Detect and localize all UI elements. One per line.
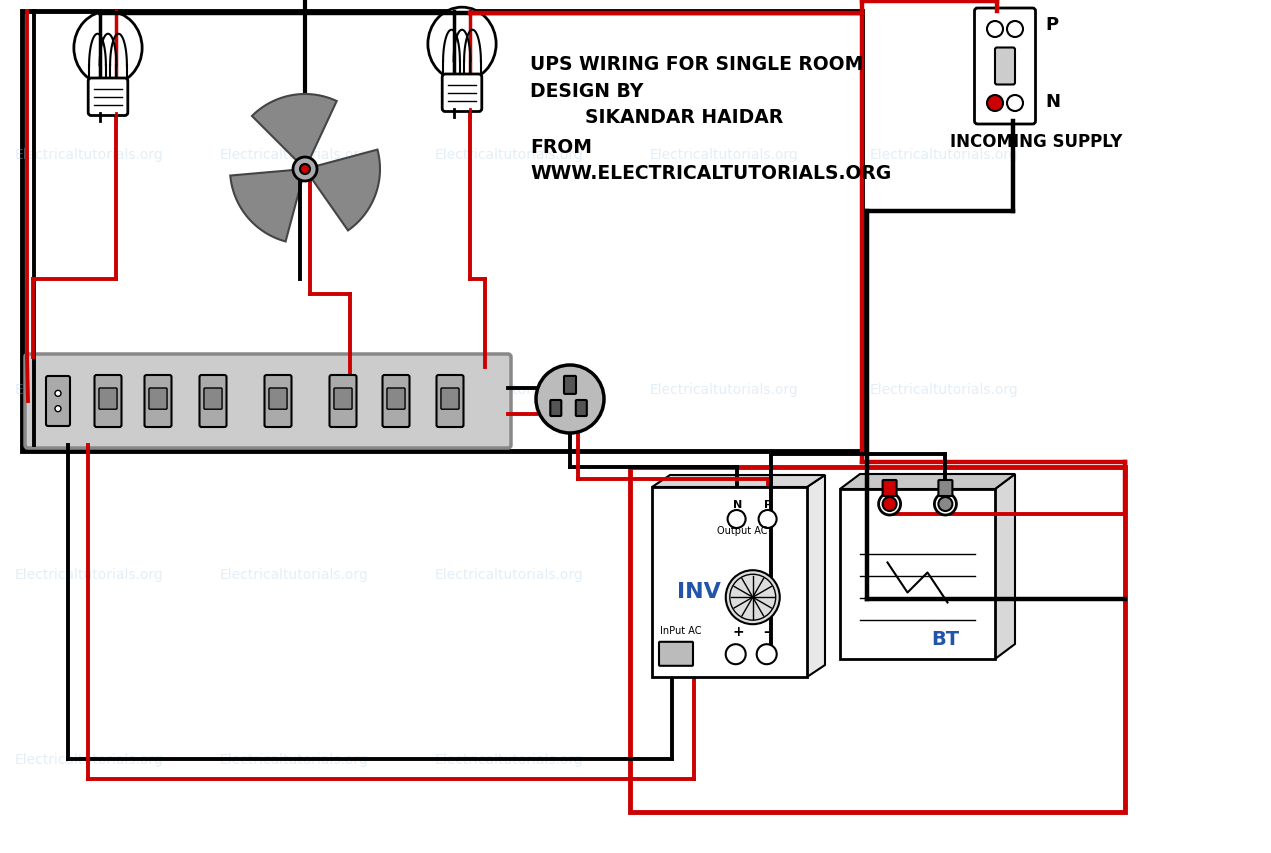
Circle shape xyxy=(878,493,901,515)
Circle shape xyxy=(988,96,1003,112)
Bar xyxy=(652,487,807,677)
Text: Electricaltutorials.org: Electricaltutorials.org xyxy=(649,752,798,766)
Polygon shape xyxy=(230,171,302,242)
FancyBboxPatch shape xyxy=(550,401,562,416)
FancyBboxPatch shape xyxy=(436,375,464,427)
Circle shape xyxy=(55,406,61,412)
FancyBboxPatch shape xyxy=(564,376,576,394)
Circle shape xyxy=(756,645,777,664)
FancyBboxPatch shape xyxy=(334,389,352,409)
Polygon shape xyxy=(311,150,380,231)
Text: Electricaltutorials.org: Electricaltutorials.org xyxy=(15,752,164,766)
FancyBboxPatch shape xyxy=(46,376,70,426)
Text: Electricaltutorials.org: Electricaltutorials.org xyxy=(15,148,164,162)
Text: Electricaltutorials.org: Electricaltutorials.org xyxy=(435,148,583,162)
FancyBboxPatch shape xyxy=(88,79,128,116)
Circle shape xyxy=(726,571,779,624)
FancyBboxPatch shape xyxy=(329,375,356,427)
Text: DESIGN BY: DESIGN BY xyxy=(530,82,643,101)
FancyBboxPatch shape xyxy=(25,355,511,449)
FancyBboxPatch shape xyxy=(203,389,222,409)
Text: FROM: FROM xyxy=(530,138,592,157)
FancyBboxPatch shape xyxy=(149,389,167,409)
Circle shape xyxy=(55,391,61,397)
Text: Electricaltutorials.org: Electricaltutorials.org xyxy=(871,148,1019,162)
Circle shape xyxy=(1007,22,1023,38)
Polygon shape xyxy=(840,474,1016,490)
Text: Electricaltutorials.org: Electricaltutorials.org xyxy=(649,567,798,581)
Circle shape xyxy=(1007,96,1023,112)
Polygon shape xyxy=(652,475,825,487)
Text: Electricaltutorials.org: Electricaltutorials.org xyxy=(649,148,798,162)
Text: Electricaltutorials.org: Electricaltutorials.org xyxy=(220,567,369,581)
Text: Electricaltutorials.org: Electricaltutorials.org xyxy=(871,382,1019,397)
Bar xyxy=(22,12,862,451)
Circle shape xyxy=(938,497,952,512)
Text: P: P xyxy=(1045,16,1059,34)
Circle shape xyxy=(536,366,604,433)
Text: UPS WIRING FOR SINGLE ROOM: UPS WIRING FOR SINGLE ROOM xyxy=(530,55,863,74)
Text: P: P xyxy=(764,499,771,509)
FancyBboxPatch shape xyxy=(441,389,459,409)
Text: Electricaltutorials.org: Electricaltutorials.org xyxy=(220,752,369,766)
Polygon shape xyxy=(995,474,1016,659)
Circle shape xyxy=(726,645,746,664)
Text: N: N xyxy=(732,499,742,509)
Circle shape xyxy=(759,510,777,528)
FancyBboxPatch shape xyxy=(386,389,405,409)
Text: Electricaltutorials.org: Electricaltutorials.org xyxy=(220,382,369,397)
Text: Electricaltutorials.org: Electricaltutorials.org xyxy=(15,567,164,581)
Text: Electricaltutorials.org: Electricaltutorials.org xyxy=(15,382,164,397)
Text: BT: BT xyxy=(932,630,960,648)
Text: SIKANDAR HAIDAR: SIKANDAR HAIDAR xyxy=(585,107,783,127)
FancyBboxPatch shape xyxy=(264,375,291,427)
Text: -: - xyxy=(764,624,769,638)
Bar xyxy=(840,490,995,659)
FancyBboxPatch shape xyxy=(938,480,952,496)
FancyBboxPatch shape xyxy=(442,75,482,113)
Circle shape xyxy=(882,497,896,512)
Text: INV: INV xyxy=(677,582,721,602)
FancyBboxPatch shape xyxy=(269,389,287,409)
Circle shape xyxy=(727,510,746,528)
FancyBboxPatch shape xyxy=(200,375,226,427)
FancyBboxPatch shape xyxy=(658,642,693,666)
Ellipse shape xyxy=(428,9,496,82)
Polygon shape xyxy=(807,475,825,677)
Bar xyxy=(630,467,1125,812)
Text: +: + xyxy=(732,624,745,638)
Text: Electricaltutorials.org: Electricaltutorials.org xyxy=(435,567,583,581)
Circle shape xyxy=(300,165,310,175)
Circle shape xyxy=(294,158,316,182)
FancyBboxPatch shape xyxy=(94,375,122,427)
FancyBboxPatch shape xyxy=(995,49,1016,85)
Text: INCOMING SUPPLY: INCOMING SUPPLY xyxy=(949,133,1122,151)
FancyBboxPatch shape xyxy=(882,480,896,496)
FancyBboxPatch shape xyxy=(99,389,117,409)
Text: Electricaltutorials.org: Electricaltutorials.org xyxy=(871,567,1019,581)
Text: Electricaltutorials.org: Electricaltutorials.org xyxy=(871,752,1019,766)
Text: Electricaltutorials.org: Electricaltutorials.org xyxy=(435,752,583,766)
Text: Electricaltutorials.org: Electricaltutorials.org xyxy=(649,382,798,397)
Polygon shape xyxy=(252,95,337,161)
Ellipse shape xyxy=(74,12,142,85)
Text: Electricaltutorials.org: Electricaltutorials.org xyxy=(220,148,369,162)
Text: Output AC: Output AC xyxy=(717,525,768,536)
FancyBboxPatch shape xyxy=(383,375,409,427)
Circle shape xyxy=(934,493,956,515)
FancyBboxPatch shape xyxy=(576,401,587,416)
Text: Electricaltutorials.org: Electricaltutorials.org xyxy=(435,382,583,397)
Circle shape xyxy=(988,22,1003,38)
FancyBboxPatch shape xyxy=(975,9,1036,125)
FancyBboxPatch shape xyxy=(145,375,172,427)
Text: WWW.ELECTRICALTUTORIALS.ORG: WWW.ELECTRICALTUTORIALS.ORG xyxy=(530,164,891,183)
Text: InPut AC: InPut AC xyxy=(660,625,702,635)
Text: N: N xyxy=(1045,93,1060,111)
